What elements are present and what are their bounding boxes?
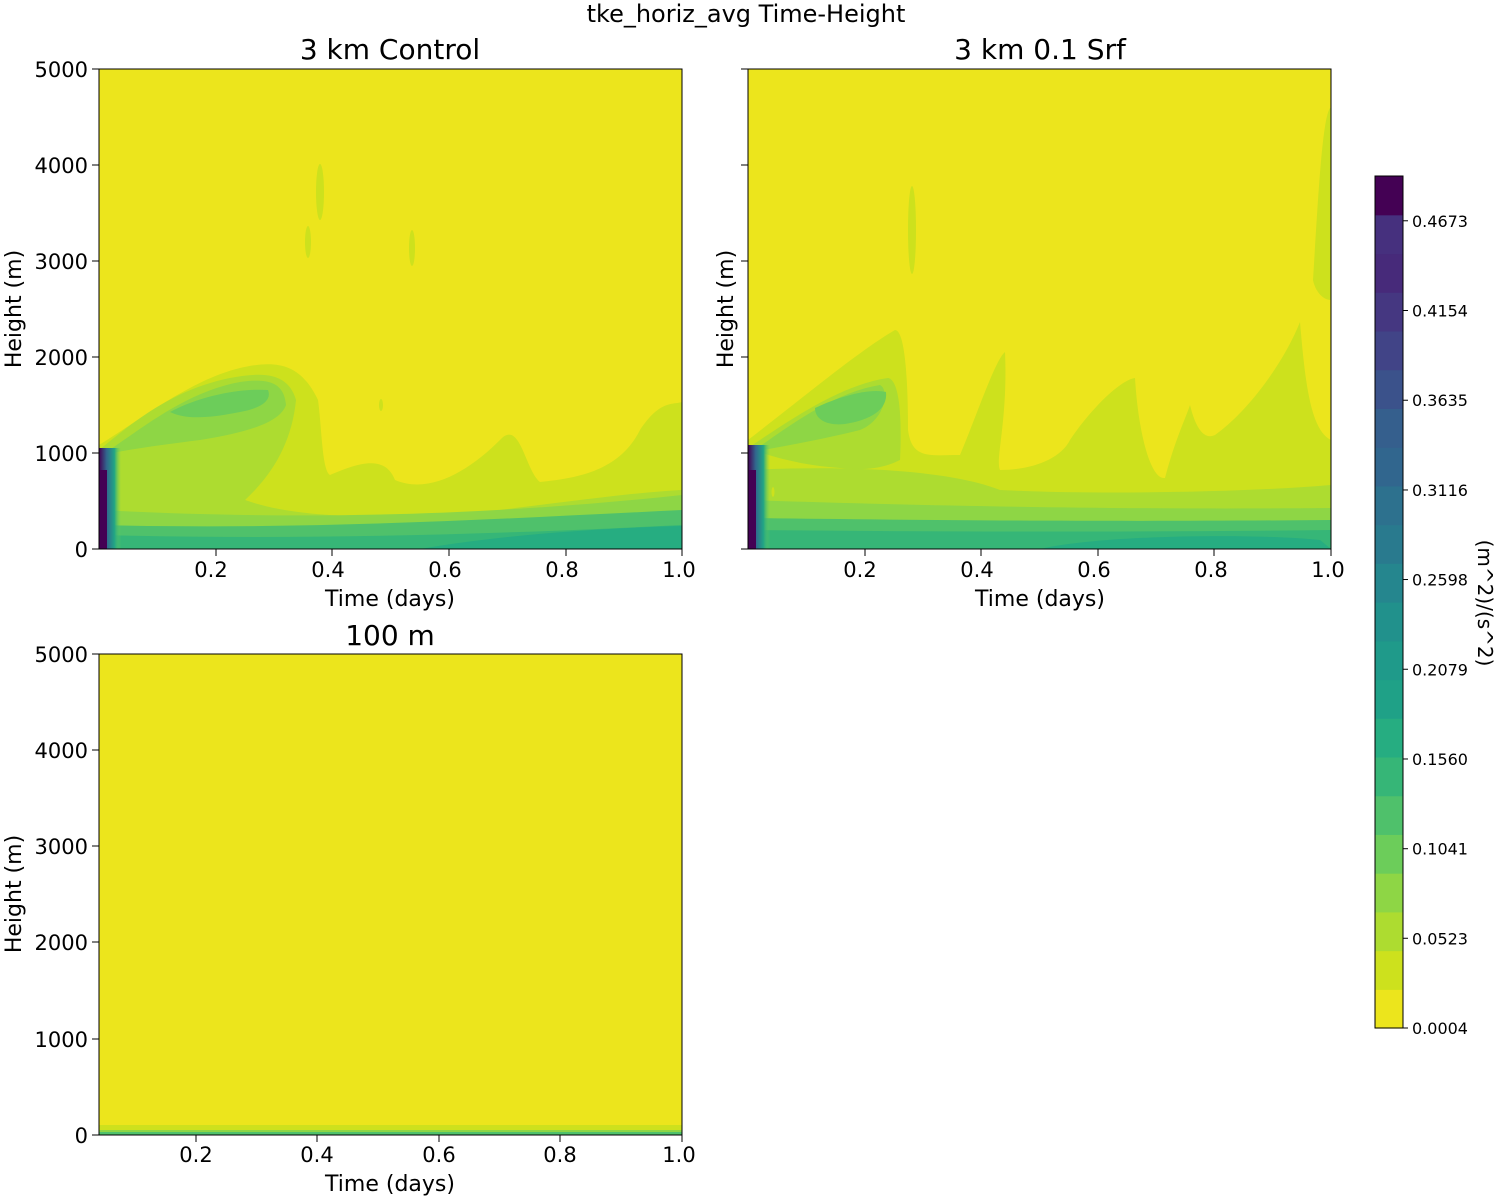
panel-3km-control: 3 km Control 0 1000 2000 — [2, 33, 696, 612]
colorbar-band — [1375, 176, 1403, 216]
y-axis-label: Height (m) — [714, 250, 739, 368]
y-tick-label: 0 — [75, 538, 88, 562]
y-tick-label: 4000 — [35, 739, 88, 763]
colorbar-band — [1375, 369, 1403, 409]
colorbar-band — [1375, 834, 1403, 874]
x-tick-label: 0.6 — [428, 558, 461, 582]
y-axis: 0 1000 2000 3000 4000 5000 — [35, 643, 99, 1148]
x-tick-label: 1.0 — [662, 1143, 695, 1167]
x-tick-label: 0.4 — [960, 558, 993, 582]
figure-title: tke_horiz_avg Time-Height — [587, 0, 906, 28]
y-tick-label: 5000 — [35, 58, 88, 82]
colorbar-tick-label: 0.2079 — [1412, 660, 1468, 679]
colorbar-band — [1375, 253, 1403, 293]
y-tick-label: 3000 — [35, 835, 88, 859]
x-tick-label: 0.2 — [843, 558, 876, 582]
x-tick-label: 0.2 — [194, 558, 227, 582]
contour-field — [748, 69, 1331, 549]
colorbar-band — [1375, 214, 1403, 255]
colorbar-tick-label: 0.4673 — [1412, 212, 1468, 231]
y-tick-label: 5000 — [35, 643, 88, 667]
colorbar-band — [1375, 795, 1403, 835]
colorbar-band — [1375, 408, 1403, 448]
panel-title: 3 km 0.1 Srf — [954, 33, 1127, 66]
y-axis-label: Height (m) — [2, 250, 27, 368]
y-tick-label: 1000 — [35, 1028, 88, 1052]
x-axis: 0.2 0.4 0.6 0.8 1.0 — [194, 549, 696, 582]
colorbar-tick-label: 0.0523 — [1412, 929, 1468, 948]
colorbar-band — [1375, 563, 1403, 603]
y-tick-label: 2000 — [35, 931, 88, 955]
y-tick-label: 1000 — [35, 442, 88, 466]
y-tick-label: 2000 — [35, 346, 88, 370]
colorbar: 0.0004 0.0523 0.1041 0.1560 0.2079 0.2598 0.31… — [1374, 175, 1497, 1038]
y-axis-label: Height (m) — [2, 835, 27, 953]
colorbar-band — [1375, 911, 1403, 952]
x-tick-label: 0.8 — [1194, 558, 1227, 582]
panel-3km-srf: 3 km 0.1 Srf Height (m) — [714, 33, 1345, 612]
contour-field — [99, 69, 682, 549]
y-axis — [741, 68, 748, 550]
x-tick-label: 1.0 — [662, 558, 695, 582]
x-tick-label: 0.4 — [300, 1143, 333, 1167]
colorbar-tick-label: 0.2598 — [1412, 571, 1468, 590]
y-tick-label: 0 — [75, 1124, 88, 1148]
x-tick-label: 0.8 — [543, 1143, 576, 1167]
panel-100m: 100 m 0 1000 2000 3000 4000 5000 Height … — [2, 619, 696, 1197]
colorbar-tick-label: 0.1041 — [1412, 840, 1468, 859]
colorbar-ticks: 0.0004 0.0523 0.1041 0.1560 0.2079 0.2598 0.31… — [1403, 212, 1468, 1038]
colorbar-band — [1375, 485, 1403, 526]
panel-title: 100 m — [345, 619, 435, 652]
colorbar-tick-label: 0.3635 — [1412, 391, 1468, 410]
colorbar-band — [1375, 989, 1403, 1029]
colorbar-band — [1375, 292, 1403, 332]
y-tick-label: 4000 — [35, 154, 88, 178]
colorbar-band — [1375, 330, 1403, 371]
colorbar-band — [1375, 524, 1403, 564]
y-tick-label: 3000 — [35, 250, 88, 274]
colorbar-tick-label: 0.3116 — [1412, 481, 1468, 500]
x-tick-label: 0.8 — [545, 558, 578, 582]
x-tick-label: 0.4 — [311, 558, 344, 582]
x-tick-label: 0.2 — [179, 1143, 212, 1167]
colorbar-band — [1375, 640, 1403, 681]
colorbar-tick-label: 0.1560 — [1412, 750, 1468, 769]
x-axis: 0.2 0.4 0.6 0.8 1.0 — [843, 549, 1345, 582]
colorbar-band — [1375, 950, 1403, 990]
colorbar-bands — [1375, 176, 1403, 1029]
panel-title: 3 km Control — [300, 33, 480, 66]
colorbar-band — [1375, 756, 1403, 797]
colorbar-band — [1375, 602, 1403, 642]
colorbar-band — [1375, 447, 1403, 487]
contour-field — [99, 654, 682, 1135]
colorbar-tick-label: 0.0004 — [1412, 1019, 1468, 1038]
x-axis-label: Time (days) — [974, 587, 1105, 612]
x-tick-label: 0.6 — [1077, 558, 1110, 582]
x-axis: 0.2 0.4 0.6 0.8 1.0 — [179, 1135, 696, 1167]
x-tick-label: 0.6 — [422, 1143, 455, 1167]
y-axis: 0 1000 2000 3000 4000 5000 — [35, 58, 99, 562]
colorbar-band — [1375, 679, 1403, 719]
colorbar-band — [1375, 873, 1403, 913]
x-tick-label: 1.0 — [1311, 558, 1344, 582]
x-axis-label: Time (days) — [324, 1172, 455, 1197]
colorbar-band — [1375, 718, 1403, 758]
colorbar-tick-label: 0.4154 — [1412, 302, 1468, 321]
x-axis-label: Time (days) — [324, 587, 455, 612]
colorbar-label: (m^2)/(s^2) — [1473, 540, 1497, 667]
